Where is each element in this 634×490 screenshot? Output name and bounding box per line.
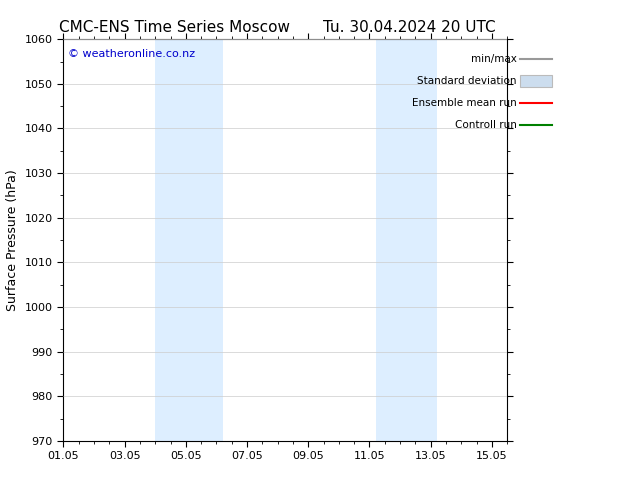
Text: min/max: min/max <box>471 54 517 64</box>
Bar <box>375 39 437 441</box>
Text: Ensemble mean run: Ensemble mean run <box>412 98 517 108</box>
Text: Tu. 30.04.2024 20 UTC: Tu. 30.04.2024 20 UTC <box>323 20 496 35</box>
Text: Standard deviation: Standard deviation <box>417 76 517 86</box>
Text: © weatheronline.co.nz: © weatheronline.co.nz <box>68 49 195 59</box>
Text: Controll run: Controll run <box>455 120 517 130</box>
Y-axis label: Surface Pressure (hPa): Surface Pressure (hPa) <box>6 169 19 311</box>
Text: CMC-ENS Time Series Moscow: CMC-ENS Time Series Moscow <box>59 20 290 35</box>
Bar <box>155 39 223 441</box>
